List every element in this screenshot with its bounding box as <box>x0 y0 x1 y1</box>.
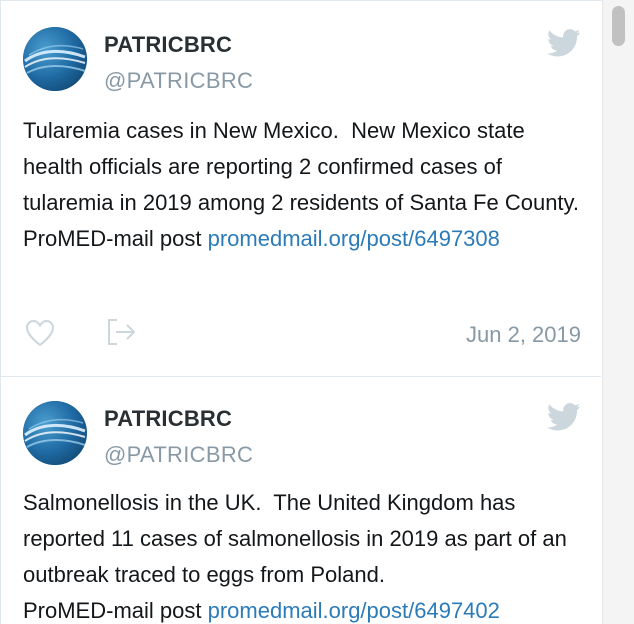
tweet[interactable]: PATRICBRC @PATRICBRC Salmonellosis in th… <box>1 377 601 624</box>
twitter-bird-icon[interactable] <box>547 29 581 57</box>
share-icon[interactable] <box>105 317 137 347</box>
avatar-logo-icon <box>23 401 87 465</box>
tweet-text: Salmonellosis in the UK. The United King… <box>23 485 589 624</box>
scrollbar-thumb[interactable] <box>612 6 625 46</box>
author-name[interactable]: PATRICBRC <box>104 32 232 58</box>
heart-icon[interactable] <box>25 319 55 347</box>
avatar[interactable] <box>23 401 87 465</box>
twitter-bird-icon[interactable] <box>547 403 581 431</box>
tweet-text: Tularemia cases in New Mexico. New Mexic… <box>23 113 589 257</box>
author-name[interactable]: PATRICBRC <box>104 406 232 432</box>
author-handle[interactable]: @PATRICBRC <box>104 442 253 468</box>
avatar-logo-icon <box>23 27 87 91</box>
tweet[interactable]: PATRICBRC @PATRICBRC Tularemia cases in … <box>1 1 601 377</box>
timeline: PATRICBRC @PATRICBRC Tularemia cases in … <box>0 0 602 624</box>
avatar[interactable] <box>23 27 87 91</box>
scrollbar[interactable] <box>602 0 634 624</box>
author-handle[interactable]: @PATRICBRC <box>104 68 253 94</box>
tweet-link[interactable]: promedmail.org/post/6497308 <box>208 226 500 251</box>
tweet-link[interactable]: promedmail.org/post/6497402 <box>208 598 500 623</box>
tweet-date[interactable]: Jun 2, 2019 <box>466 322 581 348</box>
